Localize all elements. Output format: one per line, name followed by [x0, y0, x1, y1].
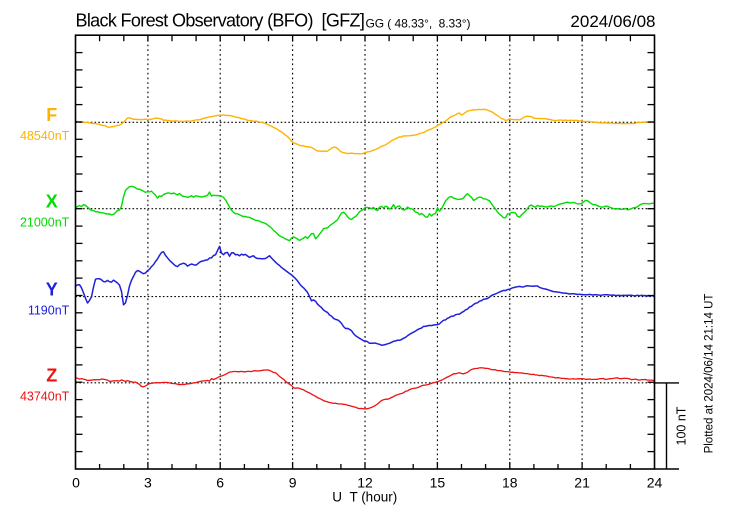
svg-text:6: 6 — [216, 475, 224, 491]
svg-text:48540nT: 48540nT — [20, 129, 70, 143]
svg-text:Z: Z — [46, 366, 57, 386]
svg-text:X: X — [46, 192, 58, 212]
svg-text:0: 0 — [72, 475, 80, 491]
svg-text:1190nT: 1190nT — [28, 304, 70, 318]
svg-text:2024/06/08: 2024/06/08 — [570, 12, 655, 31]
svg-text:100 nT: 100 nT — [675, 406, 689, 445]
svg-text:GG ( 48.33°, 8.33°): GG ( 48.33°, 8.33°) — [366, 16, 471, 30]
svg-text:12: 12 — [357, 475, 373, 491]
svg-text:18: 18 — [502, 475, 518, 491]
svg-text:3: 3 — [144, 475, 152, 491]
svg-text:Y: Y — [46, 279, 58, 299]
svg-text:U T (hour): U T (hour) — [332, 489, 397, 504]
svg-text:9: 9 — [289, 475, 297, 491]
svg-text:24: 24 — [647, 475, 663, 491]
svg-text:Plotted at 2024/06/14 21:14 UT: Plotted at 2024/06/14 21:14 UT — [704, 294, 716, 454]
svg-text:21000nT: 21000nT — [20, 216, 70, 230]
svg-text:F: F — [46, 105, 57, 125]
svg-text:Black Forest Observatory (BFO): Black Forest Observatory (BFO) [GFZ] — [76, 11, 365, 31]
svg-text:21: 21 — [574, 475, 590, 491]
svg-text:15: 15 — [430, 475, 446, 491]
svg-text:43740nT: 43740nT — [20, 390, 70, 404]
